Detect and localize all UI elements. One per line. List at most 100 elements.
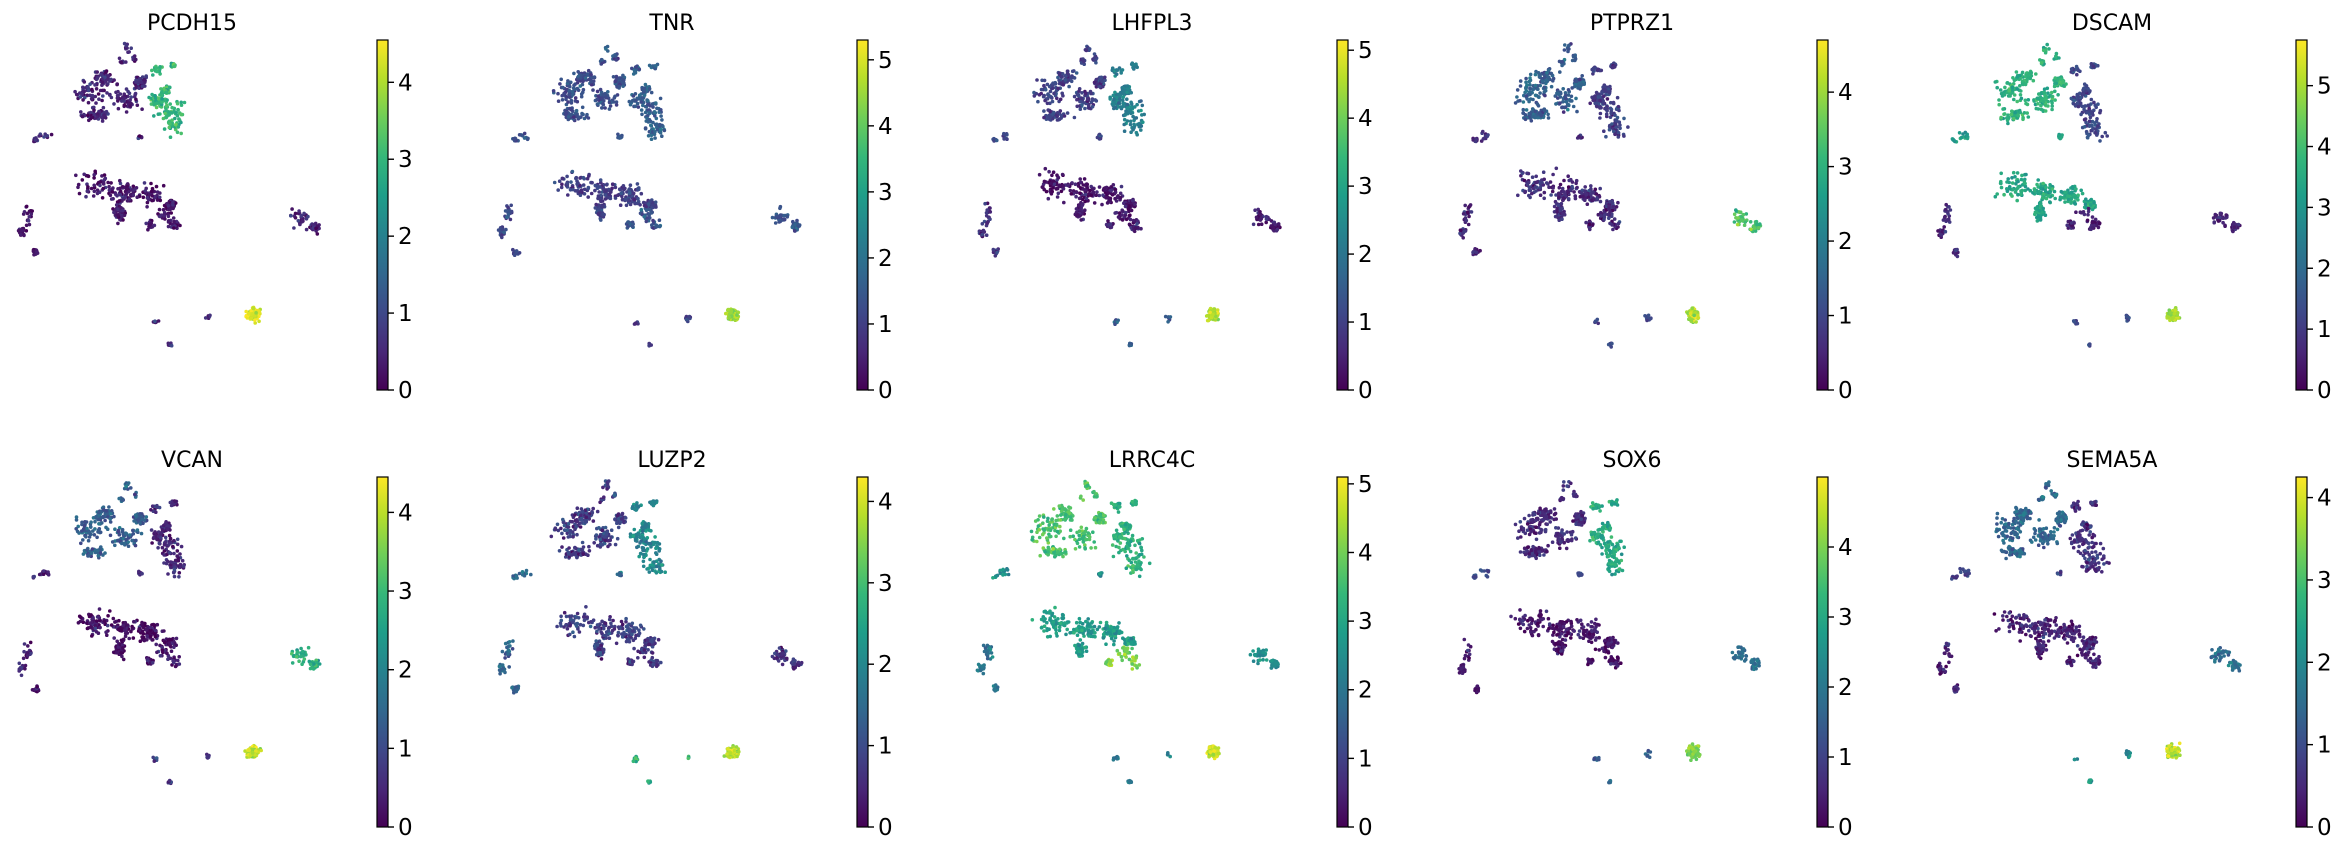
cell-point: [129, 46, 133, 50]
cell-point: [1566, 174, 1570, 178]
cell-point: [1461, 212, 1466, 216]
cell-point: [2046, 91, 2050, 95]
cell-point: [724, 311, 728, 316]
cell-point: [2005, 116, 2009, 120]
cell-point: [1525, 171, 1529, 176]
cell-point: [1533, 72, 1538, 77]
cell-point: [314, 226, 318, 231]
cell-point: [1999, 181, 2003, 186]
cell-point: [134, 57, 138, 62]
cell-point: [2026, 98, 2031, 102]
cell-point: [653, 64, 658, 68]
cell-point: [1132, 122, 1136, 127]
cell-point: [2052, 84, 2057, 89]
cell-point: [1614, 205, 1619, 209]
cell-point: [1464, 218, 1469, 223]
cell-point: [1539, 113, 1544, 118]
cell-point: [106, 180, 110, 185]
cell-point: [595, 89, 600, 94]
cell-point: [257, 319, 261, 324]
cell-point: [2031, 78, 2036, 83]
cell-point: [1120, 218, 1125, 222]
cell-point: [129, 95, 133, 99]
cell-point: [2079, 112, 2083, 117]
cell-point: [1588, 101, 1592, 106]
cell-point: [559, 77, 563, 82]
cell-point: [617, 76, 621, 80]
cell-point: [1273, 222, 1277, 226]
cell-point: [2078, 101, 2083, 105]
cell-point: [581, 87, 586, 92]
cell-point: [1095, 190, 1099, 194]
cell-point: [106, 82, 110, 86]
cell-point: [1063, 78, 1068, 82]
cell-point: [1056, 86, 1060, 91]
colorbar-tick-label: 3: [1358, 174, 1373, 200]
cell-point: [1206, 318, 1211, 323]
cell-point: [102, 113, 106, 117]
cell-point: [2042, 91, 2047, 95]
cell-point: [630, 224, 635, 229]
cell-point: [1732, 220, 1737, 224]
cell-point: [1608, 115, 1613, 119]
cell-point: [1596, 321, 1600, 326]
cell-point: [571, 86, 576, 90]
cell-point: [613, 79, 617, 84]
cell-point: [172, 219, 176, 224]
cell-point: [596, 102, 600, 106]
cell-point: [1116, 215, 1121, 219]
cell-point: [1533, 93, 1538, 98]
cell-point: [94, 87, 99, 91]
cell-point: [640, 112, 644, 117]
cell-point: [1736, 216, 1740, 220]
cell-point: [1527, 188, 1532, 192]
cell-point: [1082, 177, 1087, 181]
cell-point: [586, 195, 590, 199]
cell-point: [500, 235, 504, 240]
cell-point: [24, 223, 29, 228]
cell-point: [608, 196, 613, 201]
cell-point: [112, 102, 116, 106]
cell-point: [1075, 97, 1079, 102]
cell-point: [93, 94, 98, 99]
cell-point: [1060, 172, 1065, 177]
cell-point: [646, 102, 650, 107]
cell-point: [1601, 99, 1605, 103]
cell-point: [1129, 105, 1133, 109]
cell-point: [160, 100, 164, 104]
colorbar: [1817, 40, 1828, 390]
cell-point: [170, 105, 174, 110]
cell-point: [1530, 175, 1535, 179]
cell-point: [2076, 104, 2081, 109]
cell-point: [1543, 93, 1547, 98]
cell-point: [643, 82, 648, 87]
cell-point: [1118, 97, 1122, 101]
cell-point: [642, 86, 647, 91]
cell-point: [26, 218, 31, 223]
cell-point: [687, 315, 691, 319]
cell-point: [124, 44, 129, 48]
cell-point: [1141, 120, 1145, 125]
cell-point: [2037, 92, 2041, 96]
cell-point: [1535, 102, 1540, 106]
cell-point: [616, 193, 620, 197]
cell-point: [1474, 137, 1478, 142]
cell-point: [168, 207, 172, 212]
cell-point: [154, 105, 159, 110]
cell-point: [1585, 202, 1590, 206]
cell-point: [157, 207, 162, 212]
cell-point: [1036, 99, 1040, 104]
cell-point: [173, 127, 178, 132]
colorbar-tick-label: 0: [398, 378, 413, 404]
cell-point: [1606, 212, 1610, 217]
cell-point: [613, 185, 618, 190]
cell-point: [1616, 104, 1621, 109]
cell-point: [109, 78, 113, 82]
cell-point: [1093, 55, 1097, 60]
cell-point: [88, 82, 92, 86]
cell-point: [20, 228, 25, 232]
cell-point: [161, 116, 166, 121]
cell-point: [1254, 215, 1259, 220]
cell-point: [2042, 87, 2047, 91]
cell-point: [630, 98, 635, 103]
